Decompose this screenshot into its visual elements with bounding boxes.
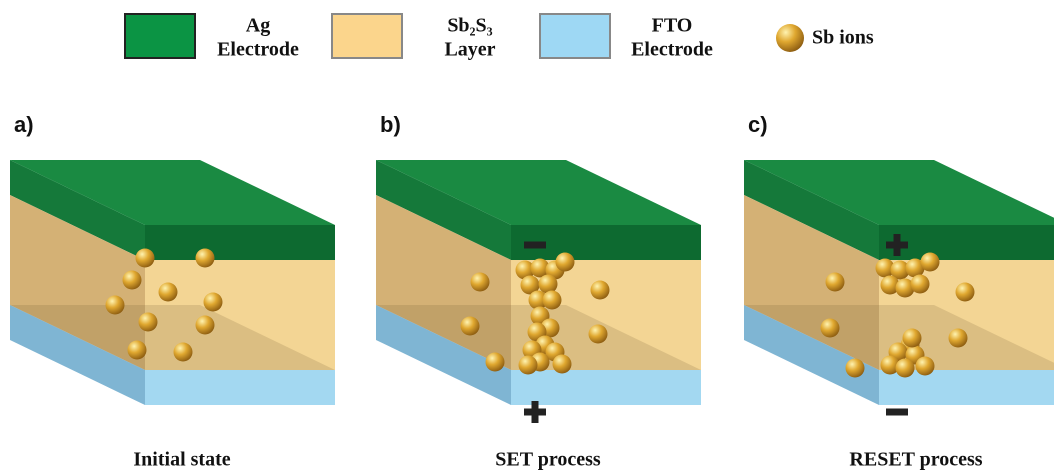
- panel-label: b): [380, 112, 401, 137]
- sb-ion: [520, 275, 540, 295]
- panel: [10, 160, 335, 405]
- sb-ion: [555, 252, 575, 272]
- front-face: [511, 260, 701, 370]
- sb-ion: [203, 292, 223, 312]
- sb-ion: [910, 274, 930, 294]
- sb-ion: [195, 248, 215, 268]
- legend-label: Sb ions: [812, 27, 874, 49]
- sb-ion: [173, 342, 193, 362]
- sb-ion: [905, 258, 925, 278]
- panel-caption: Initial state: [133, 449, 230, 471]
- sb-ion: [538, 274, 558, 294]
- sb-ion: [590, 280, 610, 300]
- sb-ion: [895, 278, 915, 298]
- side-face: [10, 195, 145, 370]
- panel-caption: RESET process: [849, 449, 982, 471]
- panel-label: c): [748, 112, 768, 137]
- sb-ion: [920, 252, 940, 272]
- front-face: [145, 370, 335, 405]
- sb-ion: [820, 318, 840, 338]
- side-face: [10, 160, 145, 260]
- sign: [524, 241, 546, 249]
- sb-ion: [875, 258, 895, 278]
- sb-ion: [552, 354, 572, 374]
- front-face: [511, 370, 701, 405]
- sb-ion: [515, 260, 535, 280]
- swatch-sb2s3: [331, 13, 403, 59]
- sb-ion: [880, 275, 900, 295]
- panel: [744, 160, 1054, 405]
- panel-label: a): [14, 112, 34, 137]
- top-face: [10, 160, 335, 225]
- sb-ion: [530, 258, 550, 278]
- inner-plane: [744, 305, 1054, 370]
- sb-ion: [485, 352, 505, 372]
- sb-ion: [127, 340, 147, 360]
- panel: [376, 160, 701, 405]
- sign: [531, 401, 539, 423]
- sb-ion: [915, 356, 935, 376]
- sb-ion: [138, 312, 158, 332]
- top-face: [376, 160, 701, 225]
- sb-ion: [470, 272, 490, 292]
- sign: [893, 234, 901, 256]
- panel-caption: SET process: [495, 449, 601, 471]
- side-face: [744, 195, 879, 370]
- side-face: [10, 305, 145, 405]
- sb-ion: [518, 355, 538, 375]
- sb-ion: [105, 295, 125, 315]
- sb-ion: [528, 290, 548, 310]
- legend-label: Electrode: [631, 39, 713, 61]
- legend-label: Layer: [444, 39, 495, 61]
- front-face: [145, 225, 335, 260]
- legend: [124, 13, 804, 59]
- swatch-ag: [124, 13, 196, 59]
- side-face: [376, 305, 511, 405]
- legend-label: Sb₂S₃: [447, 15, 492, 37]
- legend-label: Ag: [246, 15, 270, 37]
- sb-ion: [902, 328, 922, 348]
- sb-ion: [845, 358, 865, 378]
- top-face: [744, 160, 1054, 225]
- front-face: [879, 225, 1054, 260]
- sb-ion: [158, 282, 178, 302]
- swatch-fto: [539, 13, 611, 59]
- sb-ion: [195, 315, 215, 335]
- sb-ion: [135, 248, 155, 268]
- swatch-ion: [776, 24, 804, 52]
- sb-ion: [122, 270, 142, 290]
- sb-ion: [880, 355, 900, 375]
- legend-label: Electrode: [217, 39, 299, 61]
- sb-ion: [825, 272, 845, 292]
- sb-ion: [895, 358, 915, 378]
- side-face: [744, 160, 879, 260]
- sign: [886, 408, 908, 416]
- front-face: [879, 370, 1054, 405]
- sb-ion: [890, 260, 910, 280]
- sb-ion: [542, 290, 562, 310]
- front-face: [145, 260, 335, 370]
- side-face: [376, 160, 511, 260]
- legend-label: FTO: [652, 15, 693, 37]
- front-face: [511, 225, 701, 260]
- inner-plane: [10, 305, 335, 370]
- side-face: [744, 305, 879, 405]
- sb-ion: [460, 316, 480, 336]
- sb-ion: [588, 324, 608, 344]
- sb-ion: [948, 328, 968, 348]
- sb-ion: [955, 282, 975, 302]
